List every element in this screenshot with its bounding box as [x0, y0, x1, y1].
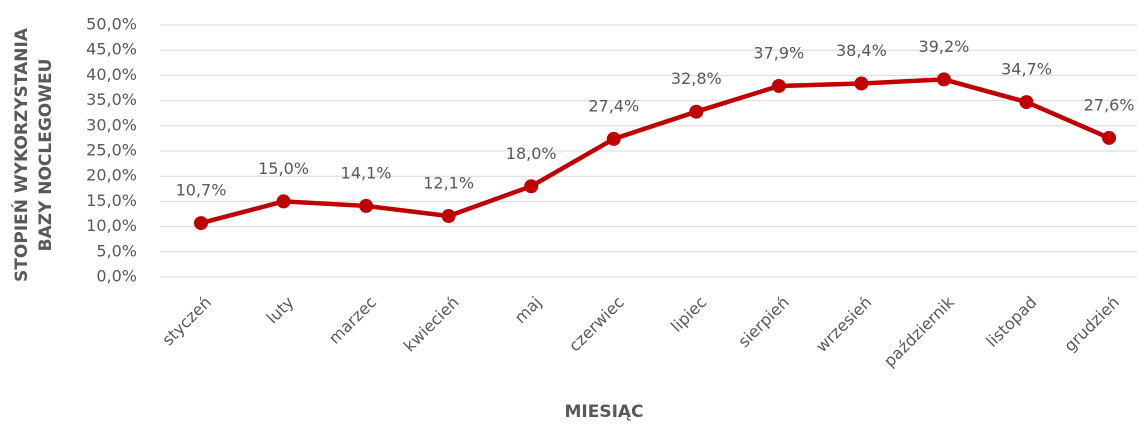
- y-tick-label: 25,0%: [86, 141, 137, 160]
- data-point: [771, 78, 786, 93]
- y-tick-label: 45,0%: [86, 40, 137, 59]
- y-axis-title: BAZY NOCLEGOWEU: [36, 59, 56, 252]
- y-tick-label: 5,0%: [96, 241, 137, 260]
- data-point: [359, 198, 374, 213]
- x-tick-label: październik: [880, 292, 959, 371]
- data-label: 15,0%: [258, 159, 309, 178]
- x-tick-label: grudzień: [1060, 293, 1123, 356]
- data-label: 27,6%: [1084, 95, 1135, 114]
- data-label: 18,0%: [506, 144, 557, 163]
- data-point: [1102, 130, 1117, 145]
- y-tick-label: 30,0%: [86, 115, 137, 134]
- data-label: 32,8%: [671, 69, 722, 88]
- data-line: [200, 77, 1110, 226]
- data-label: 37,9%: [753, 43, 804, 62]
- x-tick-label: kwiecień: [400, 293, 463, 356]
- data-label: 10,7%: [176, 181, 227, 200]
- x-axis-title: MIESIĄC: [564, 402, 643, 422]
- x-tick-label: sierpień: [734, 293, 793, 352]
- y-tick-label: 15,0%: [86, 191, 137, 210]
- x-tick-label: wrzesień: [812, 293, 875, 356]
- data-label: 27,4%: [588, 96, 639, 115]
- y-axis-title: STOPIEŃ WYKORZYSTANIA: [10, 27, 32, 282]
- data-point: [194, 216, 208, 231]
- x-tick-label: marzec: [325, 293, 380, 348]
- data-label: 39,2%: [919, 37, 970, 56]
- x-tick-label: lipiec: [667, 293, 710, 336]
- data-point: [689, 104, 704, 119]
- y-tick-label: 20,0%: [86, 166, 137, 185]
- y-tick-label: 10,0%: [86, 216, 137, 235]
- data-point: [854, 76, 869, 91]
- data-label: 12,1%: [423, 174, 474, 193]
- x-tick-label: luty: [263, 293, 298, 328]
- data-point: [524, 179, 539, 194]
- x-tick-label: styczeń: [158, 293, 215, 350]
- x-tick-label: czerwiec: [565, 293, 628, 356]
- y-tick-label: 35,0%: [86, 90, 137, 109]
- y-tick-label: 0,0%: [96, 267, 137, 286]
- data-point: [441, 209, 456, 224]
- y-tick-label: 50,0%: [86, 15, 137, 34]
- x-tick-label: listopad: [982, 293, 1040, 351]
- y-tick-label: 40,0%: [86, 65, 137, 84]
- data-label: 14,1%: [341, 163, 392, 182]
- data-label: 38,4%: [836, 41, 887, 60]
- data-label: 34,7%: [1001, 60, 1052, 79]
- x-tick-label: maj: [511, 293, 546, 328]
- data-point: [1019, 95, 1034, 110]
- data-point: [276, 194, 291, 209]
- data-point: [936, 72, 951, 87]
- data-point: [606, 131, 621, 146]
